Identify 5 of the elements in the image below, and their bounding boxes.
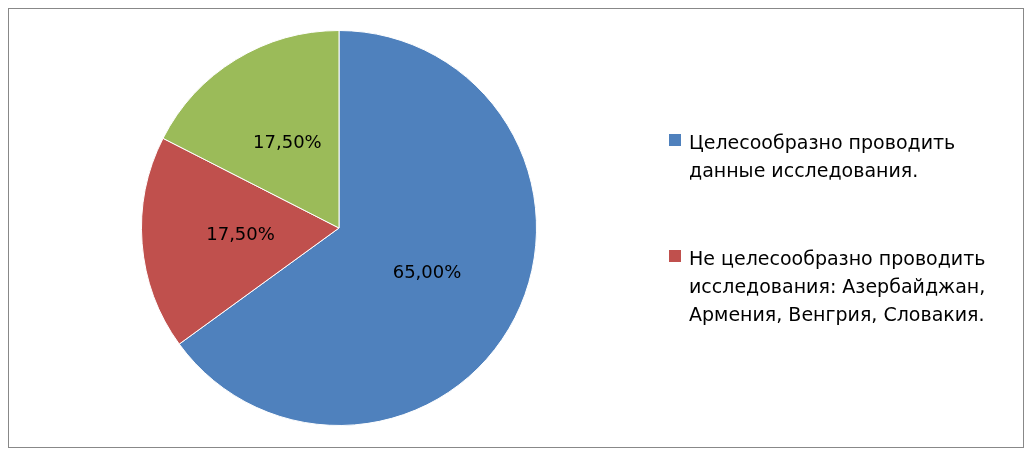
legend-label: Не целесообразно проводить исследования: Азербайджан, Армения, Венгрия, Словакия. (689, 246, 987, 327)
data-label: 65,00% (392, 260, 462, 282)
legend-label: Целесообразно проводить данные исследования. (689, 130, 957, 183)
data-label: 17,50% (253, 131, 322, 153)
data-label: 17,50% (206, 223, 275, 245)
